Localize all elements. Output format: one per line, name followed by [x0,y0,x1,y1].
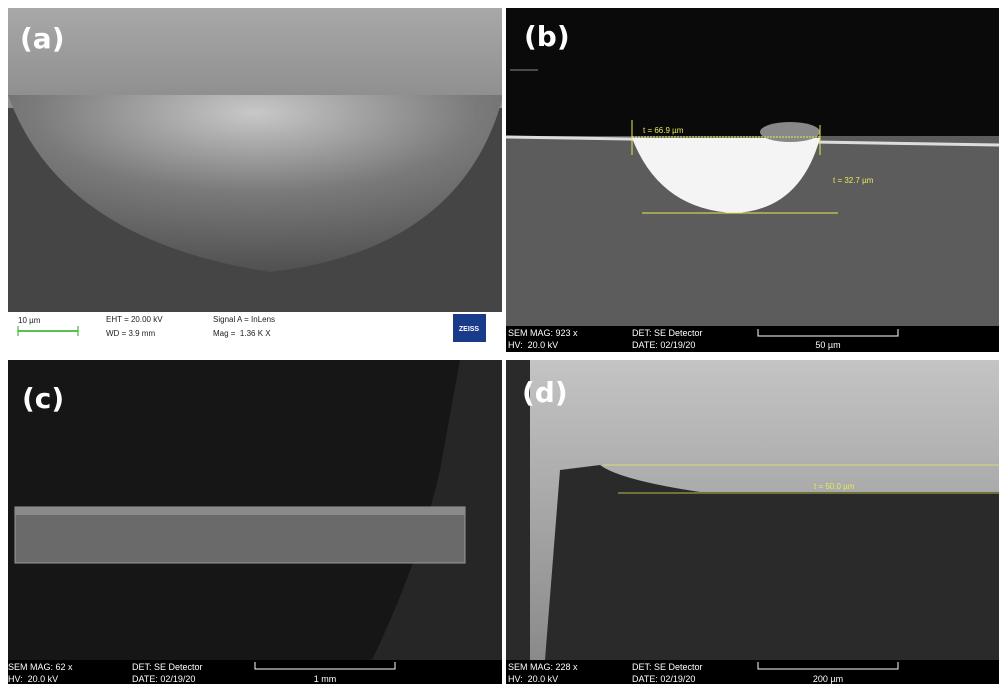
panel-d: (d) t = 50.0 µm SEM MAG: 228 x HV: 20.0 … [506,360,999,684]
info: Signal A = InLens [213,315,275,324]
info: SEM MAG: 228 x [508,662,578,672]
info: HV: 20.0 kV [8,674,58,684]
annotation: t = 50.0 µm [814,482,855,491]
info: DATE: 02/19/20 [632,340,695,350]
panel-label: (a) [20,22,65,55]
scale-bar-label: 10 µm [18,316,41,325]
info: SEM MAG: 923 x [508,328,578,338]
scale-bar-label: 1 mm [314,674,337,684]
panel-c: (c) SEM MAG: 62 x HV: 20.0 kV DET: SE De… [8,360,502,684]
info: DET: SE Detector [132,662,203,672]
scale-bar-label: 200 µm [813,674,843,684]
info: DET: SE Detector [632,328,703,338]
info: EHT = 20.00 kV [106,315,163,324]
info: DATE: 02/19/20 [632,674,695,684]
info: DET: SE Detector [632,662,703,672]
info: Mag = 1.36 K X [213,329,271,338]
info: HV: 20.0 kV [508,674,558,684]
info: SEM MAG: 62 x [8,662,73,672]
logo: ZEISS [459,326,480,333]
panel-label: (d) [522,376,568,409]
annotation: t = 32.7 µm [833,176,874,185]
info: WD = 3.9 mm [106,329,155,338]
panel-a: (a) 10 µm EHT = 20.00 kV WD = 3.9 mm Sig… [8,8,502,348]
info: HV: 20.0 kV [508,340,558,350]
info: DATE: 02/19/20 [132,674,195,684]
panel-label: (b) [524,20,570,53]
scale-bar-label: 50 µm [815,340,840,350]
panel-label: (c) [22,382,64,415]
annotation: t = 66.9 µm [643,126,684,135]
panel-b: (b) t = 66.9 µm t = 32.7 µm SEM MAG: 923… [506,8,999,352]
figure: (a) 10 µm EHT = 20.00 kV WD = 3.9 mm Sig… [0,0,999,684]
